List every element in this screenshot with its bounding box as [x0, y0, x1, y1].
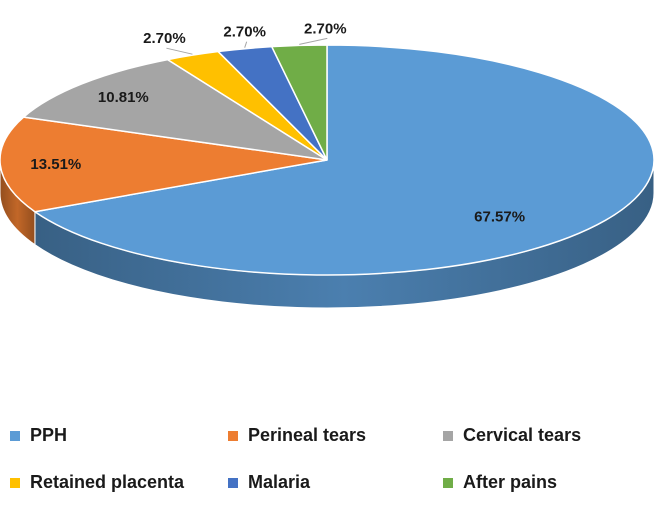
legend-swatch-retained-placenta [10, 477, 20, 488]
legend-label-perineal-tears: Perineal tears [248, 425, 367, 445]
legend-swatch-pph [10, 430, 20, 441]
legend: PPH Perineal tears Cervical tears Retain… [0, 425, 661, 505]
pie-top [0, 44, 655, 276]
data-label-after-pains: 2.70% [304, 20, 347, 37]
legend-label-after-pains: After pains [463, 472, 558, 492]
legend-item-retained-placenta: Retained placenta [10, 472, 184, 493]
legend-label-retained-placenta: Retained placenta [30, 472, 185, 492]
legend-item-cervical-tears: Cervical tears [443, 425, 581, 446]
pie-chart-svg: 67.57% 13.51% 10.81% 2.70% 2.70% 2.70% [0, 20, 655, 309]
legend-item-malaria: Malaria [228, 472, 310, 493]
pie-chart: 67.57% 13.51% 10.81% 2.70% 2.70% 2.70% [0, 20, 655, 309]
legend-item-perineal-tears: Perineal tears [228, 425, 366, 446]
pie-slice-cervical-tears [21, 58, 328, 161]
legend-item-pph: PPH [10, 425, 67, 446]
pie-slice-pph [33, 44, 655, 276]
leader-line-after-pains [299, 37, 328, 45]
data-label-cervical-tears: 10.81% [98, 89, 149, 106]
legend-label-pph: PPH [30, 425, 68, 445]
pie-slice-after-pains [270, 44, 328, 161]
pie-slice-perineal-tears [0, 116, 328, 213]
data-label-retained-placenta: 2.70% [143, 30, 186, 47]
legend-swatch-cervical-tears [443, 430, 453, 441]
leader-line-retained-placenta [166, 47, 193, 55]
legend-label-malaria: Malaria [248, 472, 311, 492]
legend-item-after-pains: After pains [443, 472, 557, 493]
leader-line-malaria [244, 41, 248, 48]
data-label-perineal-tears: 13.51% [30, 156, 81, 173]
legend-row-1: PPH Perineal tears Cervical tears [0, 425, 661, 455]
legend-swatch-after-pains [443, 477, 453, 488]
data-label-malaria: 2.70% [223, 24, 266, 41]
legend-row-2: Retained placenta Malaria After pains [0, 472, 661, 502]
legend-label-cervical-tears: Cervical tears [463, 425, 582, 445]
pie-labels: 67.57% 13.51% 10.81% 2.70% 2.70% 2.70% [30, 20, 525, 225]
legend-swatch-malaria [228, 477, 238, 488]
data-label-pph: 67.57% [474, 208, 525, 225]
legend-swatch-perineal-tears [228, 430, 238, 441]
